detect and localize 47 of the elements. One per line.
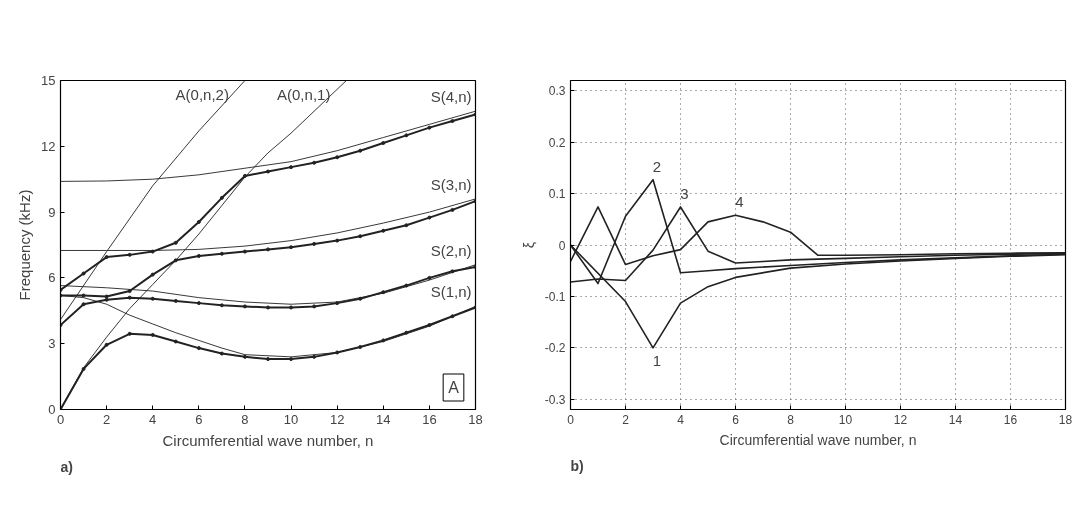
series-label: S(2,n) (430, 241, 472, 259)
x-tick-label: 6 (195, 411, 203, 427)
x-tick-label: 6 (732, 412, 740, 427)
x-tick-label: 14 (948, 412, 963, 427)
x-axis-title: Circumferential wave number, n (719, 431, 917, 448)
series-label: 3 (680, 184, 689, 202)
x-tick-label: 10 (838, 412, 853, 427)
x-tick-label: 8 (241, 411, 249, 427)
text: a) (60, 458, 73, 475)
x-tick-label: 18 (468, 411, 483, 427)
series-label: S(3,n) (430, 175, 472, 193)
series-label: 2 (652, 157, 662, 175)
x-tick-label: 18 (1058, 412, 1073, 427)
y-axis-title: Frequency (kHz) (16, 189, 34, 301)
series-label: A(0,n,1) (277, 85, 331, 103)
x-axis-title: Circumferential wave number, n (162, 431, 374, 449)
series-label: S(4,n) (430, 88, 472, 106)
y-tick-label: 0.1 (548, 187, 566, 202)
y-tick-label: -0.1 (544, 289, 566, 304)
x-tick-label: 12 (329, 411, 345, 427)
y-tick-label: 12 (41, 138, 56, 154)
x-tick-label: 4 (149, 411, 157, 427)
y-tick-label: -0.2 (544, 341, 566, 356)
y-tick-label: 15 (41, 73, 56, 88)
series-label: 4 (735, 193, 744, 211)
y-tick-label: 0.2 (548, 135, 566, 150)
x-tick-label: 2 (103, 411, 111, 427)
series-label: A(0,n,2) (175, 85, 229, 103)
series-label: 1 (652, 351, 662, 369)
x-tick-label: 16 (1003, 412, 1018, 427)
y-tick-label: 6 (48, 270, 56, 286)
y-tick-label: 0.3 (548, 84, 566, 99)
y-tick-label: 9 (48, 204, 56, 220)
x-tick-label: 12 (893, 412, 908, 427)
y-axis-title: ξ (520, 241, 537, 249)
x-tick-label: 4 (677, 412, 685, 427)
y-tick-label: 3 (48, 336, 56, 352)
annotation: A (448, 379, 460, 396)
y-tick-label: -0.3 (544, 392, 566, 407)
x-tick-label: 2 (622, 412, 630, 427)
x-tick-label: 14 (376, 411, 391, 427)
text: b) (570, 457, 584, 474)
x-tick-label: 8 (787, 412, 795, 427)
x-tick-label: 16 (422, 411, 437, 427)
x-tick-label: 10 (283, 411, 299, 427)
y-tick-label: 0 (558, 238, 566, 253)
series-label: S(1,n) (430, 283, 472, 301)
